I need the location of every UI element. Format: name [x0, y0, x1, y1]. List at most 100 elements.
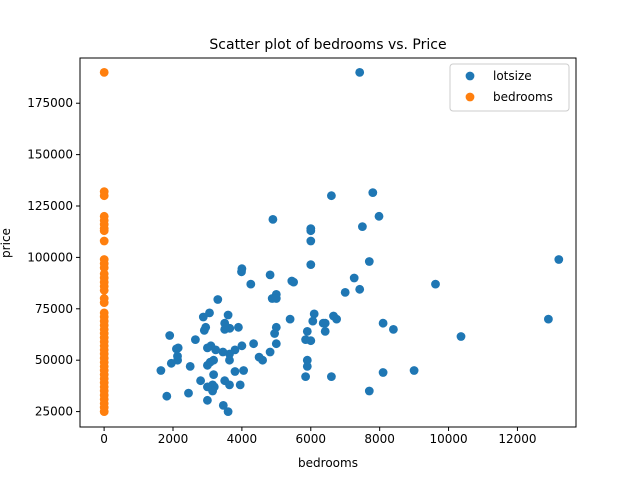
- data-point-lotsize-15: [349, 273, 359, 283]
- plot-points: [99, 68, 564, 416]
- data-point-lotsize-61: [225, 349, 234, 359]
- data-point-lotsize-65: [220, 318, 230, 328]
- data-point-lotsize-14: [355, 284, 365, 294]
- data-point-bedrooms-8: [99, 236, 109, 246]
- data-point-lotsize-47: [265, 347, 275, 357]
- data-point-lotsize-95: [173, 351, 182, 361]
- data-point-lotsize-90: [185, 362, 195, 371]
- data-point-lotsize-1: [554, 255, 564, 264]
- data-point-lotsize-88: [196, 376, 206, 386]
- data-point-lotsize-8: [378, 368, 388, 377]
- data-point-lotsize-81: [203, 343, 212, 353]
- data-point-lotsize-86: [199, 326, 209, 335]
- data-point-lotsize-18: [329, 311, 338, 321]
- data-point-lotsize-99: [156, 366, 166, 375]
- data-point-lotsize-27: [306, 226, 316, 236]
- data-point-lotsize-96: [166, 358, 176, 368]
- data-point-lotsize-62: [225, 355, 234, 365]
- chart-title: Scatter plot of bedrooms vs. Price: [209, 37, 446, 53]
- data-point-lotsize-21: [320, 327, 330, 336]
- legend-marker-bedrooms: [465, 92, 475, 102]
- data-point-bedrooms-16: [99, 285, 109, 295]
- data-point-bedrooms-18: [99, 298, 109, 307]
- data-point-lotsize-6: [389, 325, 398, 334]
- y-tick-label: 50000: [35, 353, 73, 367]
- data-point-lotsize-82: [203, 360, 212, 370]
- data-point-lotsize-97: [165, 331, 175, 340]
- x-tick-label: 2000: [158, 432, 189, 446]
- data-point-lotsize-38: [285, 314, 295, 324]
- data-point-lotsize-19: [327, 191, 336, 201]
- data-point-lotsize-35: [301, 372, 310, 381]
- data-point-lotsize-71: [213, 295, 223, 304]
- x-tick-label: 10000: [429, 432, 467, 446]
- data-point-lotsize-46: [265, 270, 275, 280]
- data-point-bedrooms-43: [99, 407, 109, 416]
- x-axis: 0 2000 4000 6000 8000 10000 12000: [100, 427, 537, 446]
- data-point-lotsize-67: [220, 376, 230, 386]
- y-tick-label: 100000: [27, 250, 73, 264]
- data-point-lotsize-37: [287, 276, 297, 286]
- data-point-lotsize-10: [368, 188, 378, 198]
- x-tick-label: 12000: [498, 432, 536, 446]
- data-point-lotsize-43: [270, 329, 279, 338]
- data-point-lotsize-66: [220, 325, 230, 334]
- data-point-lotsize-75: [209, 370, 219, 379]
- data-point-lotsize-0: [355, 68, 365, 77]
- y-tick-label: 125000: [27, 199, 73, 213]
- x-tick-label: 4000: [227, 432, 258, 446]
- legend-label-lotsize: lotsize: [493, 69, 532, 83]
- y-tick-label: 75000: [35, 302, 73, 316]
- data-point-lotsize-24: [309, 309, 319, 319]
- data-point-bedrooms-7: [99, 226, 109, 236]
- data-point-lotsize-12: [364, 386, 374, 396]
- data-point-lotsize-11: [364, 257, 374, 266]
- x-tick-label: 0: [100, 432, 108, 446]
- data-point-lotsize-42: [271, 339, 281, 349]
- data-point-lotsize-69: [218, 401, 228, 410]
- data-point-lotsize-49: [254, 352, 264, 362]
- data-point-lotsize-84: [203, 395, 212, 405]
- y-tick-label: 150000: [27, 148, 73, 162]
- data-point-lotsize-54: [237, 341, 247, 351]
- data-point-lotsize-9: [374, 211, 384, 221]
- legend-label-bedrooms: bedrooms: [493, 90, 553, 104]
- data-point-lotsize-5: [409, 366, 419, 375]
- data-point-lotsize-25: [308, 316, 318, 326]
- data-point-lotsize-68: [218, 347, 228, 357]
- data-point-lotsize-94: [172, 344, 181, 354]
- data-point-lotsize-28: [306, 236, 316, 246]
- data-point-lotsize-20: [327, 372, 336, 381]
- data-point-lotsize-59: [230, 367, 240, 376]
- data-point-lotsize-51: [246, 279, 256, 289]
- data-point-lotsize-50: [249, 339, 258, 349]
- x-tick-label: 6000: [296, 432, 327, 446]
- x-tick-label: 8000: [364, 432, 395, 446]
- data-point-lotsize-13: [358, 222, 367, 232]
- legend-marker-lotsize: [465, 71, 475, 81]
- y-tick-label: 25000: [35, 405, 73, 419]
- data-point-lotsize-56: [235, 380, 245, 390]
- data-point-lotsize-34: [301, 335, 310, 344]
- data-point-lotsize-16: [340, 288, 350, 297]
- data-point-lotsize-55: [239, 366, 249, 375]
- data-point-lotsize-32: [302, 362, 312, 371]
- data-point-lotsize-4: [431, 279, 440, 289]
- data-point-bedrooms-2: [99, 191, 109, 201]
- data-point-bedrooms-0: [99, 68, 109, 77]
- data-point-lotsize-33: [302, 327, 312, 336]
- y-axis: 25000 50000 75000 100000 125000 150000 175000: [27, 96, 80, 419]
- data-point-lotsize-7: [378, 318, 388, 328]
- data-point-lotsize-2: [544, 314, 553, 324]
- data-point-lotsize-53: [237, 267, 246, 277]
- data-point-lotsize-23: [318, 318, 328, 328]
- data-point-lotsize-57: [234, 322, 243, 332]
- legend-box: [449, 63, 570, 112]
- legend: lotsize bedrooms: [449, 63, 570, 112]
- data-point-lotsize-64: [223, 310, 233, 320]
- data-point-lotsize-31: [302, 355, 312, 365]
- data-point-bedrooms-11: [99, 263, 109, 273]
- data-point-lotsize-45: [267, 294, 277, 303]
- data-point-lotsize-89: [191, 335, 200, 344]
